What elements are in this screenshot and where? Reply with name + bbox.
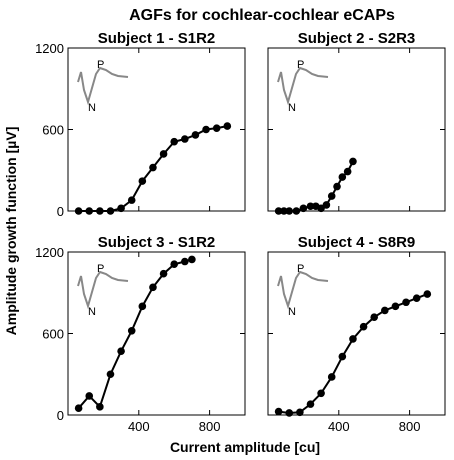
plot-frame — [267, 47, 446, 212]
data-point — [85, 207, 94, 215]
inset-peak-label: P — [97, 263, 104, 275]
data-point — [106, 370, 115, 379]
figure-title: AGFs for cochlear-cochlear eCAPs — [129, 7, 395, 24]
data-point — [149, 283, 157, 292]
data-point — [274, 407, 283, 416]
data-point — [188, 255, 196, 264]
series-line — [278, 293, 428, 414]
data-point — [170, 137, 178, 146]
plot-frame — [67, 251, 246, 416]
data-point — [285, 207, 294, 215]
panel-2: Subject 2 - S2R3 P N — [267, 30, 446, 215]
data-point — [280, 207, 288, 215]
data-point — [402, 298, 410, 307]
inset-peak-label: P — [297, 263, 304, 275]
inset-peak-label: P — [297, 59, 304, 71]
ecap-waveform-icon — [277, 270, 329, 310]
y-tick-label: 1200 — [35, 41, 64, 56]
data-point — [338, 173, 347, 181]
ecap-waveform-icon — [277, 66, 329, 106]
data-point — [412, 294, 421, 302]
x-axis-label: Current amplitude [cu] — [170, 439, 320, 455]
y-tick-label: 0 — [57, 204, 64, 219]
data-point — [391, 302, 400, 311]
inset-trough-label: N — [88, 102, 96, 114]
x-tick-label: 800 — [199, 419, 221, 434]
data-point — [306, 202, 315, 211]
x-tick-label: 800 — [399, 419, 421, 434]
data-point — [181, 257, 189, 266]
data-point — [327, 373, 336, 381]
data-point — [381, 306, 389, 315]
data-point — [370, 313, 379, 322]
data-point — [85, 392, 94, 400]
data-point — [202, 125, 210, 134]
data-point — [349, 157, 357, 166]
panel-title: Subject 1 - S1R2 — [98, 30, 216, 47]
panel-3: Subject 3 - S1R2 0 600 1200 400 800 P N — [35, 234, 246, 434]
panel-4: Subject 4 - S8R9 400 800 P N — [267, 234, 446, 434]
data-point — [74, 207, 83, 215]
data-point — [327, 192, 336, 200]
ecap-waveform-icon — [77, 66, 129, 106]
inset-trough-label: N — [288, 102, 296, 114]
panel-title: Subject 4 - S8R9 — [298, 234, 416, 251]
data-point — [212, 124, 221, 132]
data-point — [127, 326, 136, 335]
data-point — [349, 335, 357, 343]
inset-peak-label: P — [97, 59, 104, 71]
inset-trough-label: N — [288, 306, 296, 318]
data-point — [299, 204, 308, 213]
data-point — [159, 269, 168, 278]
panel-1: Subject 1 - S1R2 0 600 1200 P N — [35, 30, 246, 219]
data-point — [138, 177, 147, 185]
data-point — [149, 163, 157, 172]
y-tick-label: 600 — [42, 123, 64, 138]
data-point — [74, 404, 83, 413]
data-point — [359, 322, 368, 331]
y-tick-label: 600 — [42, 327, 64, 342]
data-point — [181, 135, 189, 143]
data-point — [127, 196, 136, 204]
inset-trough-label: N — [88, 306, 96, 318]
x-tick-label: 400 — [328, 419, 350, 434]
data-point — [423, 290, 432, 298]
data-point — [274, 207, 283, 215]
data-point — [223, 122, 232, 130]
ecap-waveform-icon — [77, 270, 129, 310]
y-axis-label: Amplitude growth function [µV] — [3, 127, 19, 336]
data-point — [106, 207, 115, 215]
data-point — [338, 352, 347, 361]
data-point — [138, 302, 147, 311]
data-point — [191, 131, 200, 139]
data-point — [285, 409, 294, 417]
panel-title: Subject 3 - S1R2 — [98, 234, 216, 251]
data-point — [333, 182, 341, 191]
data-point — [96, 403, 104, 411]
data-point — [296, 408, 304, 417]
data-point — [306, 400, 315, 408]
data-point — [117, 347, 125, 355]
data-point — [170, 260, 178, 269]
y-tick-label: 0 — [57, 408, 64, 423]
data-point — [317, 389, 325, 398]
data-point — [322, 201, 331, 209]
data-point — [343, 167, 352, 176]
data-point — [292, 207, 301, 215]
panel-title: Subject 2 - S2R3 — [298, 30, 416, 47]
x-tick-label: 400 — [128, 419, 150, 434]
data-point — [117, 204, 125, 213]
y-tick-label: 1200 — [35, 245, 64, 260]
data-point — [96, 207, 104, 215]
data-point — [159, 150, 168, 158]
